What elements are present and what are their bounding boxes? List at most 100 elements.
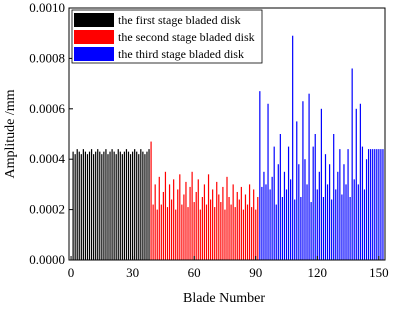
bar [234,207,236,260]
y-tick-label: 0.0006 [29,101,65,116]
bar [378,149,380,260]
bar [353,179,355,260]
bar [318,171,320,260]
bar [97,149,99,260]
bar [306,184,308,260]
bar [121,154,123,260]
bar [316,189,318,260]
bar [283,171,286,260]
legend-swatch [74,30,114,44]
bar [86,154,89,260]
bar [320,108,322,260]
bar [365,159,368,260]
y-tick-label: 0.0000 [29,252,65,267]
bar [191,171,193,260]
bar [179,174,181,260]
bar [363,189,366,260]
bar [142,151,144,260]
bar [246,204,249,260]
bar [158,176,160,260]
y-tick-label: 0.0002 [29,202,65,217]
bar [281,197,284,260]
bar [189,186,191,260]
bar [201,197,203,260]
bar [101,154,103,260]
bar [90,149,93,260]
legend-swatch [74,47,114,61]
bar [310,202,312,260]
bar [331,199,333,260]
x-tick-label: 60 [188,265,201,280]
bar [370,149,372,260]
bar [170,199,173,260]
bar [197,179,199,260]
bar [123,151,126,260]
bar [275,204,277,260]
bar [84,151,87,260]
bar [343,164,345,260]
bar [220,202,222,260]
bar [82,149,84,260]
bar [296,121,298,261]
x-axis-label: Blade Number [183,291,265,306]
y-tick-label: 0.0008 [29,50,65,65]
bar [76,149,78,260]
x-tick-label: 0 [68,265,75,280]
bar [322,197,325,260]
bar [140,149,142,260]
bar [148,149,150,260]
bar [380,149,382,260]
bar [119,151,121,260]
bar [248,184,251,260]
bar [207,174,210,260]
bar [290,179,292,260]
bar [115,154,117,260]
bar [185,181,187,260]
bar [216,181,218,260]
bar [138,154,140,260]
bar [292,35,294,260]
bar [195,191,197,260]
bar [277,164,279,260]
bar [212,189,214,260]
bar [168,184,171,260]
legend-swatch [74,13,114,27]
bar [160,204,162,260]
legend-label: the third stage bladed disk [118,47,244,61]
bar [78,151,80,260]
bar [199,209,201,260]
bar [312,146,314,260]
bar [374,149,376,260]
bar [261,186,263,260]
bar [251,207,253,260]
bar [152,204,154,260]
bar [240,186,242,260]
bar [125,149,128,260]
legend-label: the second stage bladed disk [118,30,255,44]
y-axis-label: Amplitude /mm [3,89,18,178]
bar [127,151,130,260]
bar [134,149,136,260]
bar [230,204,232,260]
bar [267,103,269,260]
bar [304,159,306,260]
y-tick-label: 0.0010 [29,0,65,15]
bar [228,197,230,260]
bar [359,103,361,260]
bar [117,149,119,260]
bar [382,149,384,260]
bar [177,189,179,260]
bar [257,197,259,260]
bar [328,164,331,260]
bar [294,199,296,260]
bar [103,151,105,260]
bar [314,134,316,260]
bar [144,154,146,260]
bar [209,199,212,260]
bar [279,134,281,260]
bar [88,151,91,260]
x-tick-label: 150 [369,265,389,280]
bar [367,149,370,260]
bar [339,149,341,260]
bar [349,197,351,260]
